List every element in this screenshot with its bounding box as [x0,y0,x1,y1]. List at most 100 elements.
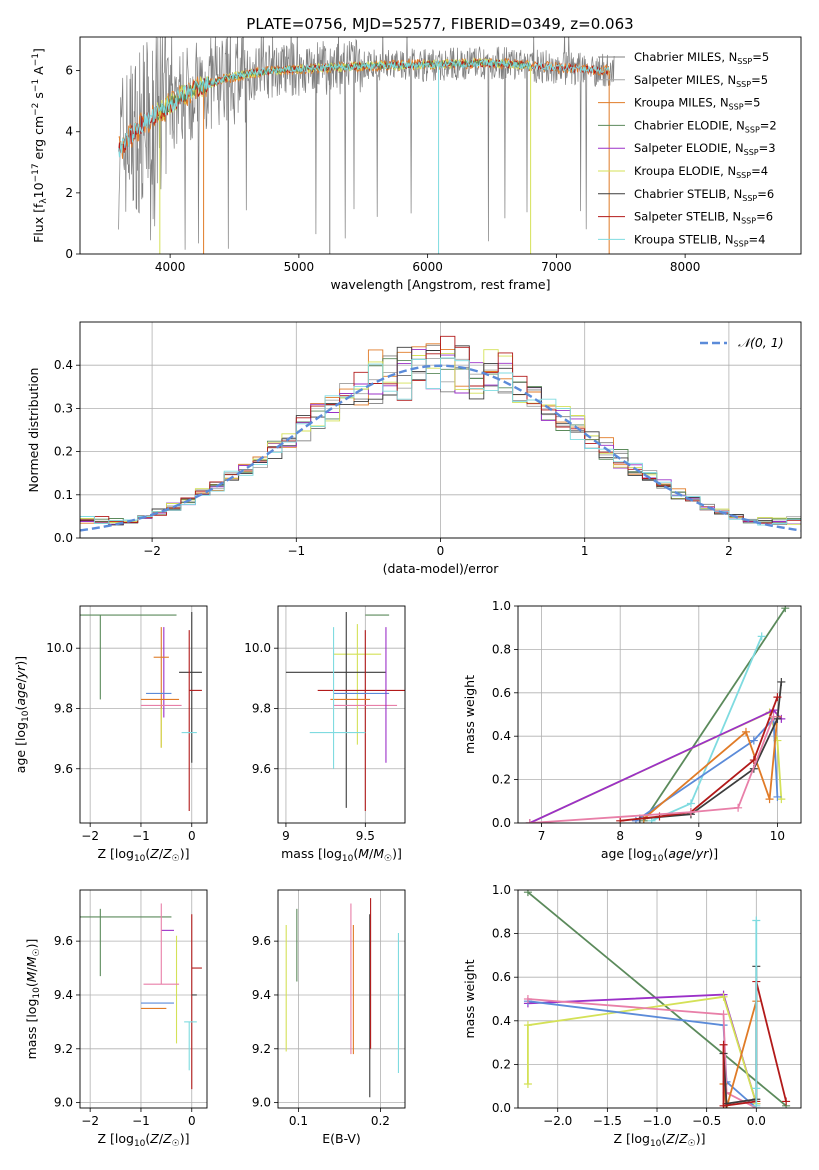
x-tick-label: −2.0 [543,1114,572,1128]
x-tick-label: 0 [437,544,445,558]
legend-entry: Kroupa ELODIE, NSSP=4 [634,164,768,180]
x-tick-label: 9 [282,829,290,843]
weight-series-line [635,716,779,822]
normal-curve [80,364,801,532]
y-tick-label: 0.6 [492,686,511,700]
y-tick-label: 10.0 [244,641,271,655]
y-tick-label: 9.8 [252,701,271,715]
errorbars [285,612,405,811]
weight-point-marker [773,693,782,702]
y-tick-label: 9.6 [252,762,271,776]
y-tick-label: 0.8 [492,927,511,941]
weight-lines [523,890,791,1108]
y-tick-label: 9.4 [54,988,73,1002]
x-tick-label: −2 [81,1114,99,1128]
weight-series-line [529,716,775,823]
y-tick-label: 0.4 [54,358,73,372]
x-tick-label: −1 [132,829,150,843]
weight-point-marker [749,736,758,745]
legend-entry: Salpeter ELODIE, NSSP=3 [634,141,776,157]
axes-frame [517,889,802,1109]
observed-spectrum-line [118,37,615,250]
y-tick-label: 0.2 [492,773,511,787]
y-axis-label: age [log10(age/yr)] [13,656,31,773]
weight-point-marker [752,916,761,925]
y-tick-label: 9.6 [252,934,271,948]
weight-point-marker [777,677,786,686]
x-tick-label: 0 [188,829,196,843]
y-tick-label: 10.0 [46,641,73,655]
weight-point-marker [734,803,743,812]
y-axis-label: mass weight [462,959,477,1038]
x-tick-label: 0 [188,1114,196,1128]
x-tick-label: −1 [287,544,305,558]
x-tick-label: −1.0 [642,1114,671,1128]
x-tick-label: −1 [132,1114,150,1128]
legend-entry: Chabrier STELIB, NSSP=6 [634,187,774,203]
y-tick-label: 1.0 [492,883,511,897]
weight-point-marker [752,1084,761,1093]
weight-point-marker [686,808,695,817]
weight-series-line [643,607,787,822]
x-tick-label: −2 [81,829,99,843]
y-tick-label: 0.0 [54,531,73,545]
weight-point-marker [523,1021,532,1030]
weight-point-marker [523,995,532,1003]
x-tick-label: 0.2 [371,1114,390,1128]
y-tick-label: 2 [65,186,73,200]
axes-frame [277,605,406,824]
y-tick-label: 9.2 [54,1042,73,1056]
weight-point-marker [773,714,782,723]
figure-title: PLATE=0756, MJD=52577, FIBERID=0349, z=0… [246,15,633,33]
y-tick-label: 0.3 [54,401,73,415]
legend-entry: Salpeter MILES, NSSP=5 [634,73,768,89]
x-tick-label: 10 [770,829,785,843]
model-spectrum-line [118,58,611,158]
y-tick-label: 0.8 [492,642,511,656]
y-tick-label: 9.4 [252,988,271,1002]
y-tick-label: 9.0 [54,1096,73,1110]
y-tick-label: 0.0 [492,1101,511,1115]
weight-series-line [651,636,763,822]
weight-point-marker [686,799,695,808]
errorbars [80,612,202,811]
x-tick-label: 5000 [284,260,315,274]
x-axis-label: Z [log10(Z/Z☉)] [97,1131,189,1149]
axes-frame [277,889,406,1109]
weight-point-marker [765,795,774,804]
weight-lines [525,606,790,823]
legend-entry: Salpeter STELIB, NSSP=6 [634,210,773,226]
y-tick-label: 0.4 [492,1014,511,1028]
x-tick-label: 8000 [670,260,701,274]
y-tick-label: 9.6 [54,934,73,948]
legend-entry: Chabrier ELODIE, NSSP=2 [634,118,777,134]
x-axis-label: Z [log10(Z/Z☉)] [97,846,189,864]
y-tick-label: 0.0 [492,816,511,830]
y-tick-label: 0.6 [492,970,511,984]
weight-point-marker [769,712,778,721]
weight-point-marker [781,606,790,613]
weight-series-line [527,1000,757,1108]
histograms [80,335,801,532]
weight-point-marker [782,1097,791,1106]
y-tick-label: 1.0 [492,599,511,613]
x-tick-label: 1 [581,544,589,558]
weight-point-marker [773,792,782,801]
axes-frame [79,36,802,255]
x-tick-label: −0.5 [692,1114,721,1128]
y-tick-label: 9.8 [54,701,73,715]
y-tick-label: 9.0 [252,1096,271,1110]
axes-frame [79,605,208,824]
legend-entry: Kroupa MILES, NSSP=5 [634,96,760,112]
weight-point-marker [523,1080,532,1089]
legend-entry: Chabrier MILES, NSSP=5 [634,50,769,66]
legend-entry: 𝒩(0, 1) [738,335,784,350]
y-tick-label: 6 [65,64,73,78]
y-tick-label: 4 [65,125,73,139]
weight-series-line [527,993,758,1104]
x-tick-label: 7000 [541,260,572,274]
weight-point-marker [719,1040,728,1049]
spectrum-lines [118,37,615,254]
axes-frame [517,605,802,824]
